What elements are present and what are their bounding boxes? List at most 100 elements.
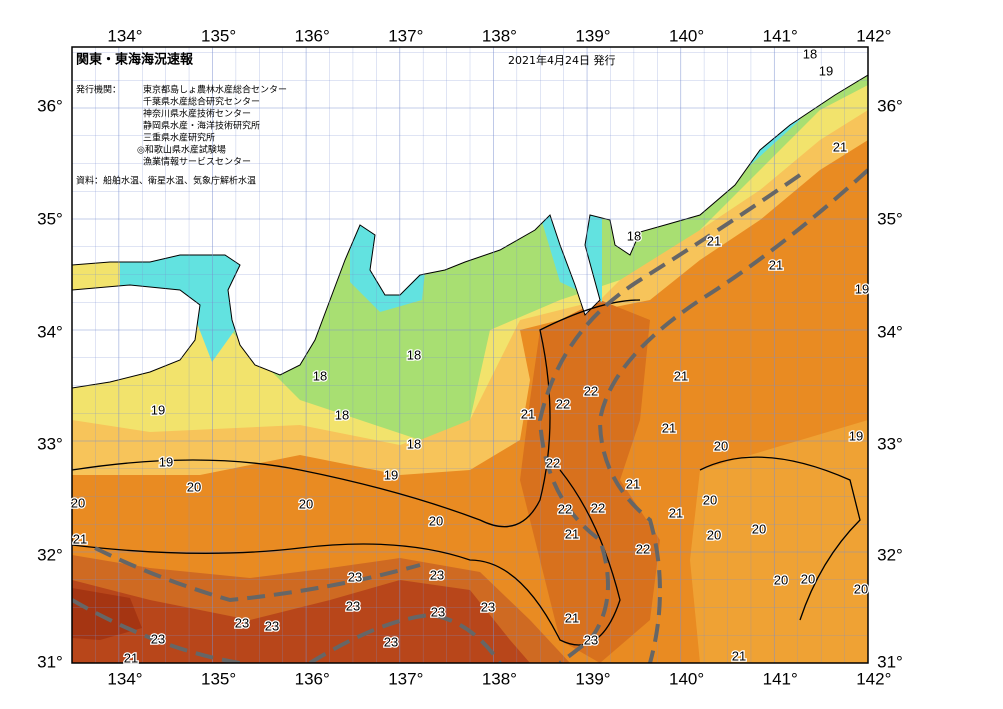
longitude-label: 138° — [482, 26, 517, 45]
longitude-label: 134° — [107, 26, 142, 45]
isotherm-label: 21 — [626, 476, 640, 491]
latitude-label: 33° — [37, 434, 63, 453]
issue-date: 2021年4月24日 発行 — [508, 53, 616, 67]
isotherm-label: 23 — [346, 598, 360, 613]
isotherm-label: 20 — [752, 521, 766, 536]
isotherm-label: 18 — [407, 436, 421, 451]
isotherm-label: 23 — [384, 634, 398, 649]
isotherm-label: 21 — [565, 610, 579, 625]
isotherm-label: 22 — [546, 455, 560, 470]
isotherm-label: 20 — [801, 571, 815, 586]
isotherm-label: 19 — [151, 402, 165, 417]
isotherm-label: 19 — [384, 467, 398, 482]
isotherm-label: 20 — [187, 479, 201, 494]
sea-zone — [520, 300, 660, 663]
isotherm-label: 21 — [707, 233, 721, 248]
longitude-label: 141° — [763, 669, 798, 688]
isotherm-label: 22 — [591, 500, 605, 515]
isotherm-label: 23 — [348, 569, 362, 584]
land — [72, 284, 201, 389]
latitude-label: 31° — [37, 652, 63, 671]
contour-line — [699, 456, 861, 621]
isotherm-label: 23 — [151, 631, 165, 646]
issuer: 静岡県水産・海洋技術研究所 — [143, 120, 260, 132]
latitude-label: 36° — [37, 96, 63, 115]
map-body — [72, 47, 868, 663]
longitude-label: 141° — [763, 26, 798, 45]
latitude-label: 32° — [877, 545, 903, 564]
isotherm-label: 20 — [429, 513, 443, 528]
isotherm-label: 20 — [299, 496, 313, 511]
title: 関東・東海海況速報 — [76, 52, 194, 68]
contours — [72, 299, 861, 646]
issuer: 三重県水産研究所 — [143, 132, 215, 144]
isotherm-label: 21 — [521, 406, 535, 421]
latitude-label: 34° — [877, 322, 903, 341]
isotherm-label: 21 — [833, 139, 847, 154]
source: 資料：船舶水温、衛星水温、気象庁解析水温 — [76, 175, 256, 187]
isotherm-label: 19 — [849, 428, 863, 443]
contour-line — [72, 469, 621, 646]
isotherm-label: 23 — [235, 615, 249, 630]
longitude-label: 136° — [295, 26, 330, 45]
isotherm-label: 18 — [803, 46, 817, 61]
contour-line — [72, 299, 641, 528]
isotherm-label: 20 — [703, 492, 717, 507]
map-frame — [71, 46, 869, 664]
bay — [120, 248, 245, 362]
isotherm-label: 21 — [732, 648, 746, 663]
issuer: 千葉県水産総合研究センター — [143, 96, 260, 108]
latitude-label: 31° — [877, 652, 903, 671]
longitude-label: 138° — [482, 669, 517, 688]
sea-zone — [690, 420, 868, 663]
isotherm-label: 19 — [159, 454, 173, 469]
issuer: 神奈川県水産技術センター — [143, 108, 251, 120]
latitude-label: 36° — [877, 96, 903, 115]
isotherm-label: 18 — [407, 347, 421, 362]
isotherm-label: 19 — [819, 63, 833, 78]
dashed-line — [72, 598, 241, 663]
current-axis — [72, 168, 868, 663]
isotherm-label: 21 — [124, 650, 138, 665]
isotherm-label: 20 — [714, 438, 728, 453]
isotherm-label: 23 — [430, 567, 444, 582]
dashed-line — [308, 612, 502, 663]
isotherm-label: 21 — [674, 368, 688, 383]
latitude-label: 32° — [37, 545, 63, 564]
isotherm-label: 21 — [669, 505, 683, 520]
issuer: ◎和歌山県水産試験場 — [137, 144, 226, 156]
isotherm-label: 20 — [707, 527, 721, 542]
issuer: 東京都島しょ農林水産総合センター — [143, 84, 287, 96]
isotherm-label: 22 — [636, 541, 650, 556]
longitude-label: 139° — [575, 26, 610, 45]
longitude-label: 135° — [201, 669, 236, 688]
isotherm-label: 21 — [73, 531, 87, 546]
isotherm-label: 18 — [627, 228, 641, 243]
labels: 東京都島しょ農林水産総合センター千葉県水産総合研究センター神奈川県水産技術センタ… — [37, 26, 903, 688]
issuer: 漁業情報サービスセンター — [143, 156, 251, 168]
longitude-label: 135° — [201, 26, 236, 45]
longitude-label: 142° — [856, 26, 891, 45]
isotherm-label: 20 — [774, 572, 788, 587]
isotherm-label: 18 — [313, 368, 327, 383]
isotherm-label: 23 — [431, 604, 445, 619]
longitude-label: 142° — [856, 669, 891, 688]
isotherm-label: 23 — [481, 599, 495, 614]
longitude-label: 136° — [295, 669, 330, 688]
dashed-line — [94, 546, 421, 603]
graticule — [72, 47, 868, 663]
longitude-label: 134° — [107, 669, 142, 688]
latitude-label: 34° — [37, 322, 63, 341]
isotherm-label: 21 — [769, 257, 783, 272]
latitude-label: 35° — [37, 209, 63, 228]
isotherm-label: 19 — [855, 281, 869, 296]
isotherm-label: 23 — [265, 618, 279, 633]
isotherm-label: 23 — [584, 632, 598, 647]
dashed-line — [597, 168, 868, 663]
isotherm-label: 22 — [584, 383, 598, 398]
isotherm-label: 21 — [662, 420, 676, 435]
isotherm-label: 18 — [335, 407, 349, 422]
isotherm-label: 22 — [558, 501, 572, 516]
latitude-label: 33° — [877, 434, 903, 453]
